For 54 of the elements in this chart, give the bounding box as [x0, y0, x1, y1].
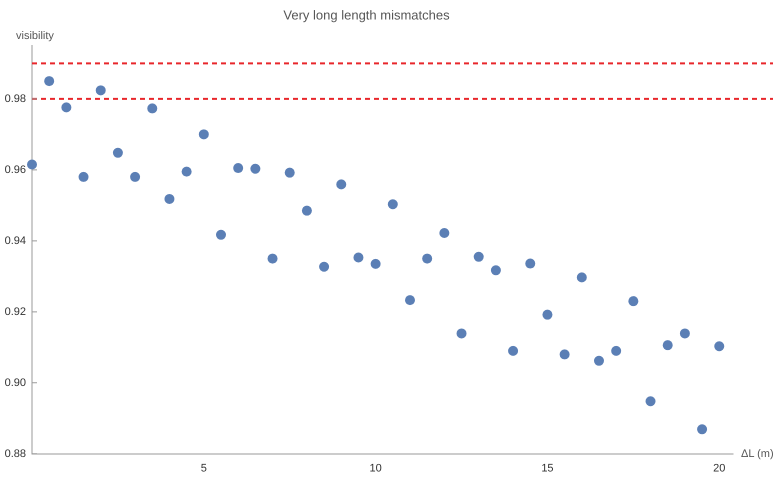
point: [594, 356, 604, 366]
point: [198, 129, 209, 140]
point: [474, 252, 484, 262]
x-tick-label: 5: [200, 462, 207, 474]
point: [628, 296, 638, 306]
point: [388, 199, 398, 210]
y-axis-title: visibility: [16, 30, 54, 42]
point: [44, 76, 54, 86]
point: [611, 346, 622, 356]
x-tick-label: 20: [713, 462, 726, 474]
point: [490, 265, 501, 276]
point: [96, 85, 106, 96]
point: [646, 396, 656, 406]
point: [508, 346, 518, 356]
x-tick-label: 10: [370, 462, 382, 474]
point: [714, 341, 724, 352]
point: [216, 230, 226, 240]
point: [456, 328, 467, 338]
point: [560, 349, 570, 360]
point: [336, 179, 346, 190]
y-tick-label: 0.96: [4, 164, 26, 176]
point: [112, 148, 123, 158]
point: [233, 163, 244, 174]
point: [697, 424, 708, 434]
point: [542, 310, 552, 320]
point: [302, 206, 312, 216]
y-tick-label: 0.88: [4, 448, 26, 460]
point: [370, 258, 381, 269]
x-axis-title: ΔL (m): [741, 448, 774, 460]
point: [182, 166, 192, 177]
chart-title: Very long length mismatches: [283, 7, 450, 22]
y-tick-label: 0.92: [4, 306, 26, 318]
point: [27, 160, 37, 170]
x-tick-label: 15: [541, 462, 554, 474]
point: [164, 194, 174, 204]
point: [78, 172, 89, 182]
point: [680, 328, 690, 338]
point: [353, 252, 364, 263]
y-tick-label: 0.90: [4, 376, 26, 389]
point: [525, 258, 536, 269]
point: [422, 254, 432, 264]
point: [61, 102, 72, 112]
point: [284, 168, 295, 178]
y-tick-label: 0.94: [4, 234, 26, 247]
y-tick-label: 0.98: [4, 92, 26, 105]
point: [268, 254, 278, 264]
point: [439, 228, 450, 238]
point: [250, 164, 260, 174]
point: [130, 172, 140, 182]
point: [147, 103, 158, 114]
point: [404, 295, 415, 306]
point: [662, 340, 673, 350]
point: [576, 272, 587, 282]
point: [319, 262, 330, 272]
